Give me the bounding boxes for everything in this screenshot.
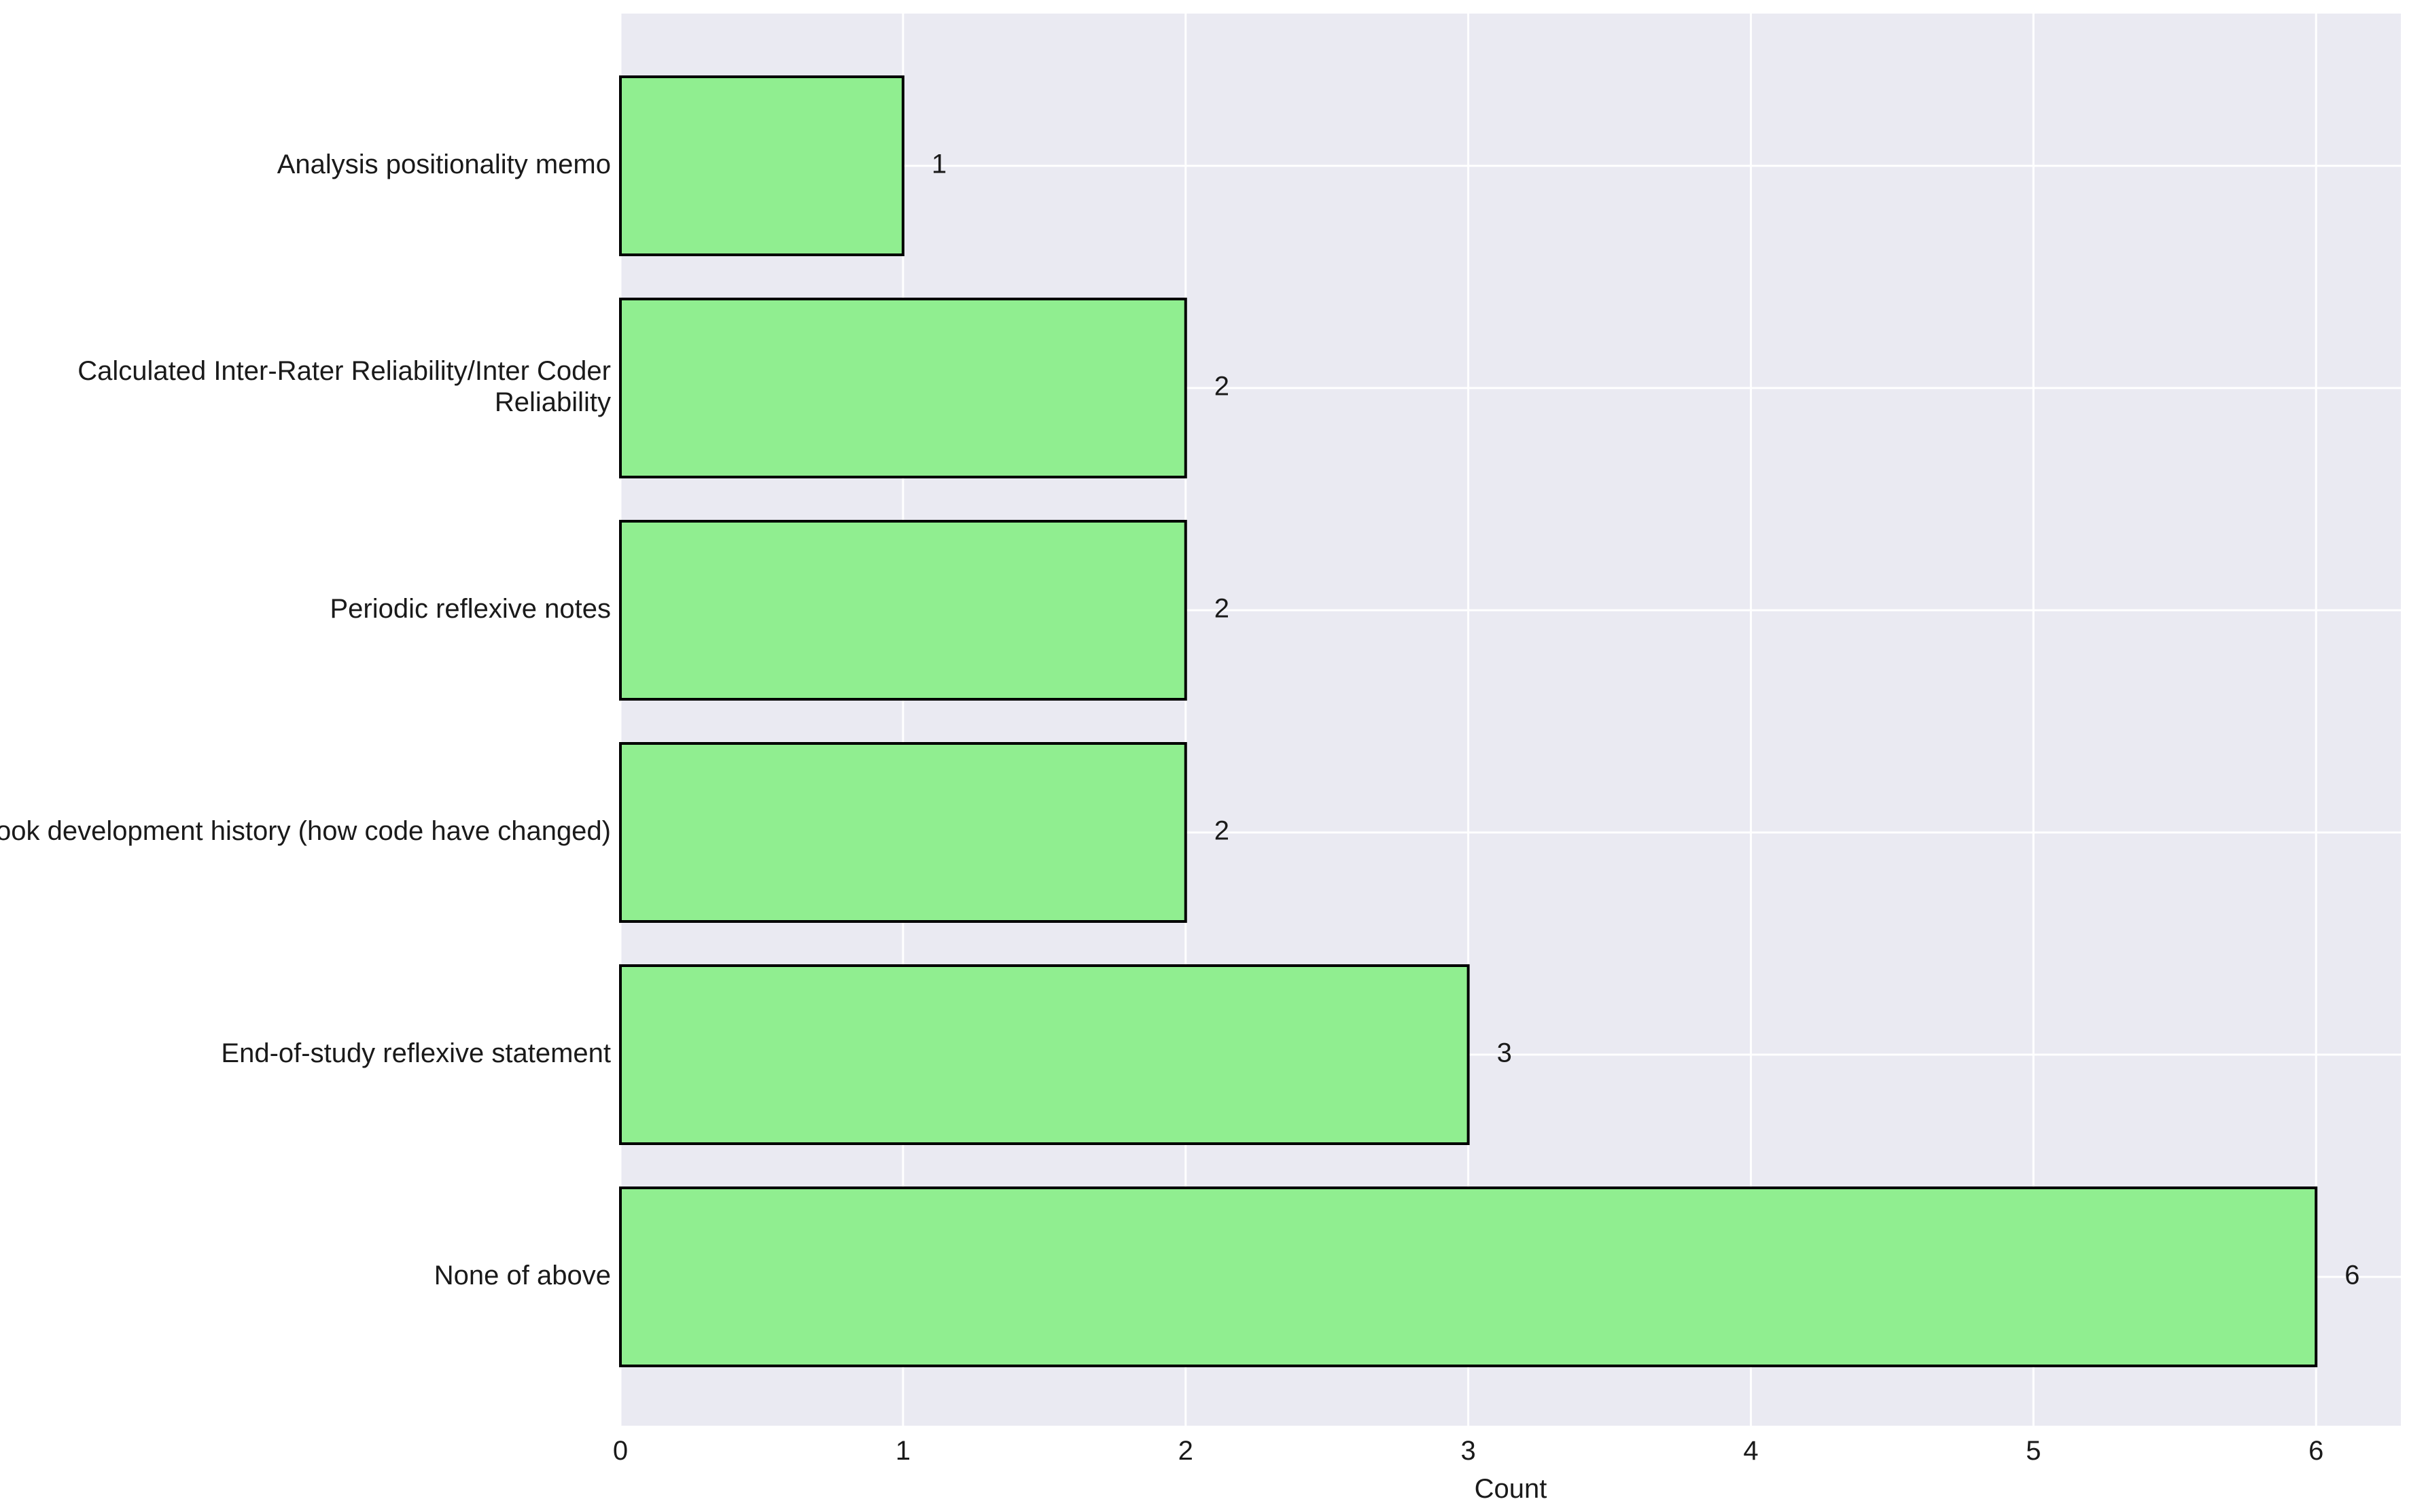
bar-value-label: 2 — [1214, 594, 1229, 624]
bar — [619, 75, 904, 256]
bar-value-label: 6 — [2344, 1261, 2359, 1290]
x-tick-label: 6 — [2308, 1436, 2323, 1466]
x-axis-label: Count — [1475, 1474, 1547, 1504]
bar-value-label: 3 — [1497, 1038, 1512, 1068]
y-tick-label: None of above — [434, 1261, 611, 1290]
bar-value-label: 1 — [932, 150, 947, 179]
bar-value-label: 2 — [1214, 816, 1229, 846]
bar — [619, 1186, 2318, 1367]
bar — [619, 742, 1187, 923]
x-tick-label: 0 — [613, 1436, 628, 1466]
x-tick-label: 5 — [2026, 1436, 2041, 1466]
x-tick-label: 3 — [1460, 1436, 1475, 1466]
data-labels: 1 2 2 2 3 6 — [932, 150, 2360, 1290]
bar — [619, 298, 1187, 478]
bar — [619, 964, 1470, 1145]
y-tick-label: Calculated Inter-Rater Reliability/Inter… — [77, 356, 611, 417]
bar-value-label: 2 — [1214, 372, 1229, 402]
x-tick-label: 1 — [896, 1436, 911, 1466]
y-tick-label: Analysis positionality memo — [277, 150, 611, 179]
x-tick-labels: 0 1 2 3 4 5 6 — [613, 1436, 2323, 1466]
y-tick-label: End-of-study reflexive statement — [221, 1038, 611, 1068]
x-tick-label: 2 — [1178, 1436, 1193, 1466]
bar — [619, 520, 1187, 701]
x-tick-label: 4 — [1743, 1436, 1758, 1466]
bars — [619, 75, 2318, 1367]
y-tick-labels: Analysis positionality memo Calculated In… — [0, 150, 611, 1290]
y-tick-label: Codebook development history (how code h… — [0, 816, 611, 846]
y-tick-label: Periodic reflexive notes — [330, 594, 611, 624]
